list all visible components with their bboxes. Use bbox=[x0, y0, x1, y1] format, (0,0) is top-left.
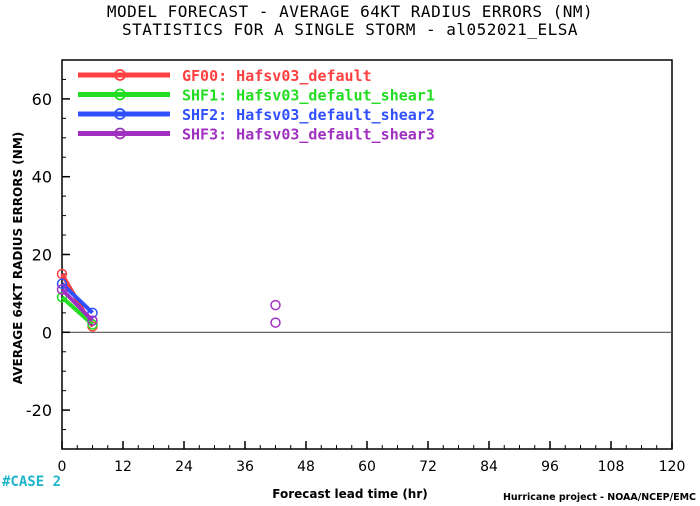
data-point bbox=[87, 315, 98, 326]
x-tick-label: 0 bbox=[58, 459, 67, 475]
x-axis-label: Forecast lead time (hr) bbox=[272, 487, 428, 501]
data-point bbox=[56, 284, 68, 295]
legend-marker bbox=[114, 88, 126, 101]
legend-label: GF00: Hafsv03_default bbox=[182, 67, 372, 85]
x-tick-label: 60 bbox=[358, 459, 376, 475]
x-tick-label: 12 bbox=[114, 459, 132, 475]
y-tick-label: 0 bbox=[42, 323, 52, 342]
credit-text: Hurricane project - NOAA/NCEP/EMC bbox=[502, 492, 696, 503]
x-tick-label: 120 bbox=[659, 459, 686, 475]
case-label: #CASE 2 bbox=[2, 474, 62, 490]
chart-title: MODEL FORECAST - AVERAGE 64KT RADIUS ERR… bbox=[106, 2, 594, 21]
legend-label: SHF2: Hafsv03_default_shear2 bbox=[182, 106, 435, 124]
x-tick-label: 48 bbox=[297, 459, 315, 475]
legend-label: SHF1: Hafsv03_defalut_shear1 bbox=[182, 87, 435, 105]
y-tick-label: 20 bbox=[32, 246, 52, 265]
legend-marker bbox=[114, 69, 126, 81]
data-point bbox=[270, 299, 281, 311]
x-tick-label: 108 bbox=[598, 459, 625, 475]
data-point bbox=[56, 292, 68, 303]
series-line bbox=[60, 288, 94, 323]
legend-marker bbox=[114, 108, 126, 120]
data-point bbox=[270, 317, 281, 328]
data-point bbox=[56, 278, 68, 289]
y-axis-label: AVERAGE 64KT RADIUS ERRORS (NM) bbox=[11, 132, 25, 384]
x-tick-label: 72 bbox=[419, 459, 437, 475]
chart-subtitle: STATISTICS FOR A SINGLE STORM - al052021… bbox=[122, 20, 578, 39]
data-point bbox=[87, 307, 98, 319]
legend-marker bbox=[114, 127, 126, 140]
y-tick-label: 40 bbox=[32, 168, 52, 187]
legend-label: SHF3: Hafsv03_default_shear3 bbox=[182, 126, 435, 144]
x-tick-label: 84 bbox=[480, 459, 498, 475]
x-tick-label: 24 bbox=[175, 459, 193, 475]
y-tick-label: 60 bbox=[32, 90, 52, 109]
x-tick-label: 36 bbox=[236, 459, 254, 475]
y-tick-label: -20 bbox=[26, 401, 52, 420]
x-tick-label: 96 bbox=[541, 459, 559, 475]
